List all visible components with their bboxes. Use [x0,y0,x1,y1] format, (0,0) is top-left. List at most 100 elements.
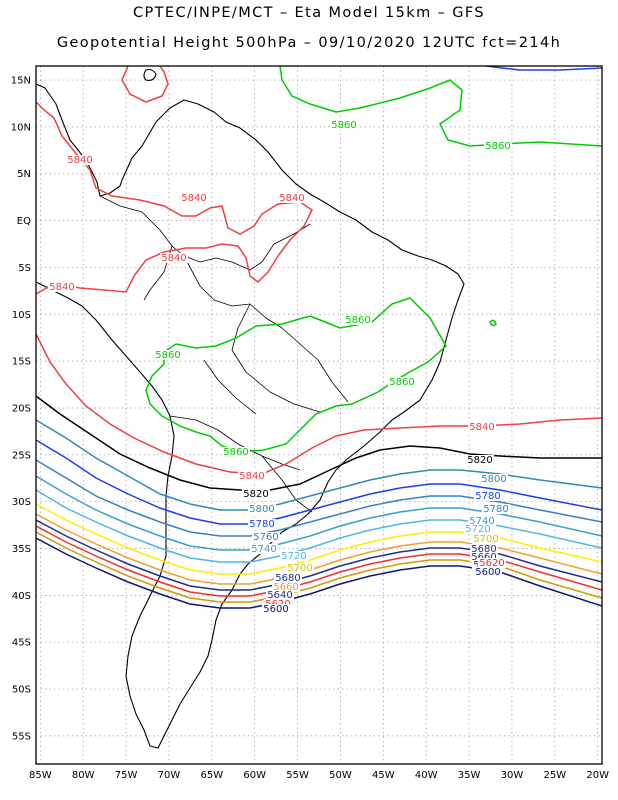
contour-label-bg [180,193,208,203]
contour-label-bg [466,455,494,465]
lat-tick-label: 20S [12,403,31,414]
contour-label-bg [262,604,290,614]
contour-label-bg [344,315,372,325]
axis-labels: 15N 10N 5N EQ 5S 10S 15S 20S 25S 30S 35S 40S 45S 50S 5… [11,76,609,781]
contour-lines [36,66,602,609]
contour-5740 [36,475,602,551]
island-coastline [143,68,157,81]
border-lines [99,195,349,513]
lat-lon-grid [36,66,602,764]
lon-tick-label: 40W [415,770,438,781]
contour-5860 [489,319,497,327]
contour-label-bg [480,474,508,484]
lat-tick-label: 55S [12,731,31,742]
lon-tick-label: 45W [372,770,395,781]
lon-tick-label: 85W [29,770,52,781]
contour-label-bg [470,544,498,554]
contour-label: 5840 [239,471,264,482]
contour-label-bg [330,120,358,130]
lon-tick-label: 50W [329,770,352,781]
contour-label: 5740 [251,544,276,555]
contour-label: 5860 [155,350,180,361]
lat-tick-label: 50S [12,685,31,696]
lat-tick-label: 40S [12,591,31,602]
contour-label: 5780 [249,519,274,530]
contour-label: 5840 [181,193,206,204]
lon-tick-label: 65W [200,770,223,781]
contour-label-bg [470,552,498,562]
contour-5600 [36,537,602,609]
contour-5780 [485,66,602,71]
contour-label: 5840 [161,253,186,264]
contour-label: 5860 [223,447,248,458]
contour-label: 5660 [471,552,496,563]
contour-label-bg [252,532,280,542]
contour-label-bg [272,582,300,592]
contour-label-bg [474,567,502,577]
contour-5840 [121,66,169,103]
lat-tick-label: 35S [12,544,31,555]
chart-title: CPTEC/INPE/MCT – Eta Model 15km – GFS [132,5,486,21]
contour-label-bg [48,282,76,292]
contour-label: 5700 [287,563,312,574]
contour-label-bg [468,422,496,432]
lon-tick-label: 25W [544,770,567,781]
contour-label: 5820 [243,489,268,500]
contour-label-bg [286,563,314,573]
lon-tick-label: 20W [586,770,609,781]
contour-label-bg [238,471,266,481]
contour-label: 5860 [485,141,510,152]
lat-tick-label: 10S [12,310,31,321]
lon-tick-label: 35W [458,770,481,781]
contour-label-bg [468,516,496,526]
contour-label: 5660 [273,582,298,593]
contour-label-bg [464,524,492,534]
contour-5860 [145,297,447,453]
contour-label-bg [250,544,278,554]
contour-label-bg [278,193,306,203]
contour-label-bg [484,141,512,151]
contour-label-bg [248,504,276,514]
contour-label: 5800 [249,504,274,515]
contour-5840 [36,333,602,475]
lat-tick-label: EQ [17,216,31,227]
contour-label-bg [66,155,94,165]
contour-label: 5720 [281,551,306,562]
contour-label-bg [478,558,506,568]
contour-label: 5860 [389,377,414,388]
contour-label-bg [242,489,270,499]
contour-label: 5640 [267,590,292,601]
lat-tick-label: 45S [12,638,31,649]
contour-label-bg [154,350,182,360]
lat-tick-label: 15N [11,76,31,87]
contour-label: 5840 [67,155,92,166]
contour-label: 5840 [279,193,304,204]
contour-label-bg [266,590,294,600]
contour-label: 5600 [263,604,288,615]
contour-label: 5840 [469,422,494,433]
lat-tick-label: 15S [12,357,31,368]
lon-tick-label: 55W [286,770,309,781]
contour-label: 5740 [469,516,494,527]
contour-label-bg [160,253,188,263]
contour-labels: 5860 5860 5860 5860 5860 5860 5840 5840 5840 5840… [48,120,512,615]
south-america-coastline [36,83,465,749]
lat-tick-label: 5N [17,169,31,180]
contour-label: 5840 [49,282,74,293]
lon-tick-label: 60W [243,770,266,781]
contour-label-bg [248,519,276,529]
chart-subtitle: Geopotential Height 500hPa – 09/10/2020 … [56,35,562,51]
contour-label-bg [274,573,302,583]
continent-outline [36,68,465,749]
contour-5800 [36,419,602,511]
lat-tick-label: 10N [11,122,31,133]
lon-tick-label: 70W [158,770,181,781]
contour-label-bg [474,491,502,501]
contour-5780 [36,439,602,525]
contour-label-bg [388,377,416,387]
map-frame [35,65,603,765]
contour-label: 5780 [483,504,508,515]
contour-5820 [36,395,602,491]
contour-label-bg [472,534,500,544]
contour-label: 5620 [479,558,504,569]
